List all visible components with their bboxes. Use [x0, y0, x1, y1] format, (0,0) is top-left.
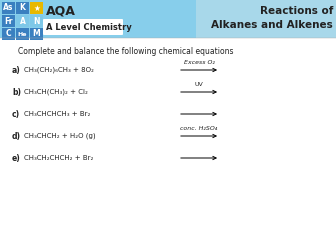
- Bar: [2, 15, 15, 27]
- Text: As: As: [3, 4, 14, 13]
- Text: Complete and balance the following chemical equations: Complete and balance the following chemi…: [18, 47, 234, 56]
- Text: C: C: [6, 29, 11, 39]
- Text: M: M: [33, 29, 40, 39]
- Bar: [2, 28, 15, 40]
- Bar: [30, 2, 43, 14]
- Text: K: K: [19, 4, 26, 13]
- Text: CH₃CHCH₂ + H₂O (g): CH₃CHCH₂ + H₂O (g): [24, 133, 96, 139]
- Text: c): c): [12, 110, 20, 118]
- Text: b): b): [12, 87, 21, 97]
- FancyBboxPatch shape: [43, 19, 123, 35]
- Text: CH₃CH₂CHCH₂ + Br₂: CH₃CH₂CHCH₂ + Br₂: [24, 155, 93, 161]
- Text: UV: UV: [195, 82, 203, 87]
- Text: CH₃(CH₂)₆CH₃ + 8O₂: CH₃(CH₂)₆CH₃ + 8O₂: [24, 67, 94, 73]
- Text: Fr: Fr: [4, 16, 13, 25]
- Text: AQA: AQA: [46, 5, 76, 17]
- Text: a): a): [12, 66, 21, 75]
- Bar: [16, 15, 29, 27]
- Bar: [2, 2, 15, 14]
- Text: A: A: [19, 16, 26, 25]
- Text: CH₃CHCHCH₃ + Br₂: CH₃CHCHCH₃ + Br₂: [24, 111, 90, 117]
- Text: conc. H₂SO₄: conc. H₂SO₄: [180, 127, 218, 132]
- Bar: [0, 38, 336, 252]
- Text: ★: ★: [33, 4, 40, 13]
- Text: e): e): [12, 153, 21, 163]
- Bar: [196, 0, 336, 38]
- Text: Reactions of: Reactions of: [260, 6, 333, 16]
- Bar: [30, 15, 43, 27]
- Text: N: N: [33, 16, 40, 25]
- Bar: [16, 2, 29, 14]
- Bar: [0, 0, 336, 38]
- Text: He: He: [18, 32, 27, 37]
- Text: CH₃CH(CH₃)₂ + Cl₂: CH₃CH(CH₃)₂ + Cl₂: [24, 89, 88, 95]
- Text: A Level Chemistry: A Level Chemistry: [46, 22, 132, 32]
- Bar: [30, 28, 43, 40]
- Bar: [16, 28, 29, 40]
- Text: Excess O₂: Excess O₂: [183, 60, 214, 66]
- Text: d): d): [12, 132, 21, 141]
- Text: Alkanes and Alkenes: Alkanes and Alkenes: [211, 20, 333, 30]
